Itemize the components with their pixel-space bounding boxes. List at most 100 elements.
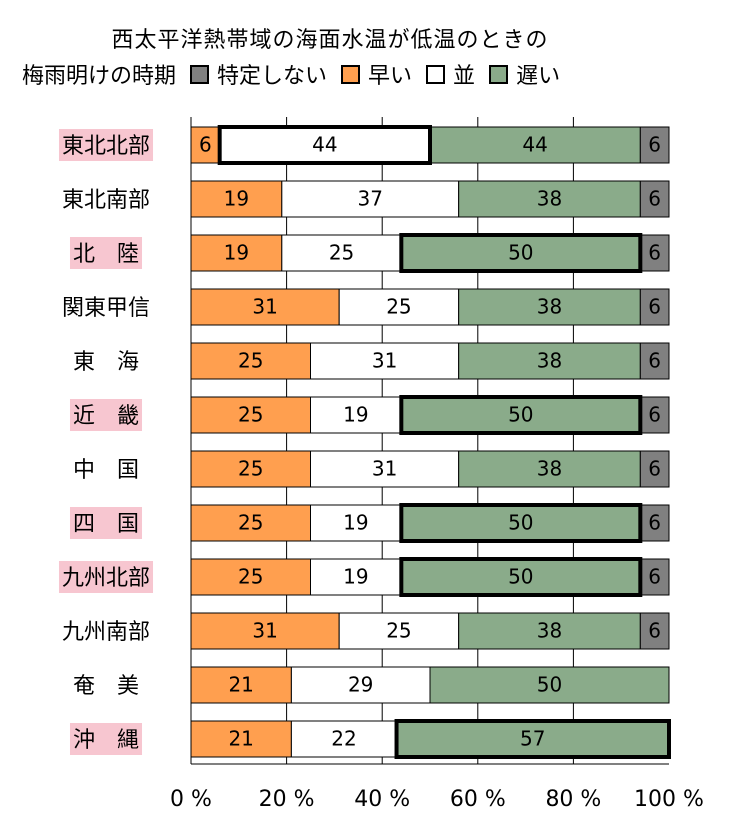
bar-value-label: 6 bbox=[648, 349, 661, 373]
x-tick-label: 100 % bbox=[634, 787, 704, 812]
bar-segment-early bbox=[190, 234, 283, 272]
bar-value-label: 6 bbox=[648, 241, 661, 265]
region-label: 近 畿 bbox=[73, 404, 139, 429]
bar-segment-normal bbox=[310, 558, 402, 596]
emphasized-segment-outline bbox=[399, 233, 643, 273]
bar-value-label: 6 bbox=[648, 295, 661, 319]
region-label: 沖 縄 bbox=[73, 728, 139, 753]
legend-swatch-early bbox=[341, 64, 361, 84]
region-label: 北 陸 bbox=[73, 242, 139, 267]
bar-value-label: 6 bbox=[648, 133, 661, 157]
region-label: 関東甲信 bbox=[62, 296, 150, 321]
bar-segment-normal bbox=[338, 288, 460, 326]
x-tick-label: 0 % bbox=[170, 787, 212, 812]
bar-value-label: 6 bbox=[648, 403, 661, 427]
region-label-highlight bbox=[58, 129, 154, 161]
bar-value-label: 50 bbox=[508, 511, 533, 535]
bar-value-label: 6 bbox=[648, 187, 661, 211]
bar-segment-early bbox=[190, 558, 311, 596]
bar-segment-normal bbox=[290, 666, 431, 704]
x-tick-label: 60 % bbox=[450, 787, 506, 812]
bar-value-label: 19 bbox=[343, 511, 368, 535]
legend-item-late: 遅い bbox=[489, 58, 560, 90]
legend-item-unspecified: 特定しない bbox=[190, 58, 327, 90]
bar-value-label: 38 bbox=[537, 187, 562, 211]
bar-segment-unspecified bbox=[639, 396, 670, 434]
bar-value-label: 38 bbox=[537, 457, 562, 481]
bar-value-label: 38 bbox=[537, 619, 562, 643]
bar-value-label: 25 bbox=[386, 295, 411, 319]
bar-value-label: 25 bbox=[238, 511, 263, 535]
bar-segment-unspecified bbox=[639, 126, 670, 164]
region-label: 東北南部 bbox=[62, 188, 150, 213]
bar-value-label: 31 bbox=[372, 457, 397, 481]
bar-segment-normal bbox=[338, 612, 460, 650]
emphasized-segment-outline bbox=[394, 719, 671, 759]
legend-item-normal: 並 bbox=[426, 58, 475, 90]
legend-label-unspecified: 特定しない bbox=[217, 64, 328, 89]
region-label: 東 海 bbox=[73, 350, 139, 375]
bar-value-label: 19 bbox=[224, 187, 249, 211]
bar-value-label: 57 bbox=[520, 727, 545, 751]
bar-segment-unspecified bbox=[639, 342, 670, 380]
bar-value-label: 6 bbox=[648, 619, 661, 643]
legend-swatch-normal bbox=[426, 64, 446, 84]
bar-segment-late bbox=[458, 180, 641, 218]
bar-value-label: 31 bbox=[252, 619, 277, 643]
region-label-highlight bbox=[69, 507, 143, 539]
bar-value-label: 6 bbox=[199, 133, 212, 157]
region-label-highlight bbox=[69, 723, 143, 755]
bar-segment-normal bbox=[290, 720, 398, 758]
legend-label-normal: 並 bbox=[453, 64, 476, 89]
bar-value-label: 25 bbox=[238, 403, 263, 427]
bar-segment-normal bbox=[310, 396, 402, 434]
legend-swatch-unspecified bbox=[190, 64, 210, 84]
bar-segment-early bbox=[190, 504, 311, 542]
bar-segment-late bbox=[400, 504, 641, 542]
bar-value-label: 21 bbox=[228, 727, 253, 751]
region-label: 奄 美 bbox=[73, 674, 139, 699]
bar-value-label: 19 bbox=[224, 241, 249, 265]
bar-value-label: 29 bbox=[348, 673, 373, 697]
region-label-highlight bbox=[58, 561, 154, 593]
chart-title-line2: 梅雨明けの時期 bbox=[22, 64, 177, 89]
bar-value-label: 37 bbox=[358, 187, 383, 211]
bar-value-label: 25 bbox=[386, 619, 411, 643]
legend-swatch-late bbox=[489, 64, 509, 84]
bar-segment-normal bbox=[310, 342, 460, 380]
bar-value-label: 50 bbox=[537, 673, 562, 697]
bar-value-label: 44 bbox=[522, 133, 547, 157]
region-label: 九州北部 bbox=[62, 566, 150, 591]
bar-segment-normal bbox=[281, 180, 460, 218]
legend-item-early: 早い bbox=[341, 58, 412, 90]
bar-segment-early bbox=[190, 450, 311, 488]
region-label: 四 国 bbox=[73, 512, 139, 537]
bar-segment-late bbox=[458, 288, 641, 326]
region-label: 九州南部 bbox=[62, 620, 150, 645]
emphasized-segment-outline bbox=[399, 557, 643, 597]
bar-segment-unspecified bbox=[639, 612, 670, 650]
bar-segment-unspecified bbox=[639, 180, 670, 218]
bar-segment-early bbox=[190, 126, 221, 164]
region-label: 中 国 bbox=[73, 458, 139, 483]
bar-segment-early bbox=[190, 720, 292, 758]
bar-value-label: 31 bbox=[372, 349, 397, 373]
bar-value-label: 38 bbox=[537, 295, 562, 319]
bar-value-label: 31 bbox=[252, 295, 277, 319]
bar-value-label: 19 bbox=[343, 403, 368, 427]
region-label-highlight bbox=[69, 399, 143, 431]
bar-segment-unspecified bbox=[639, 450, 670, 488]
bar-segment-early bbox=[190, 288, 340, 326]
bar-segment-early bbox=[190, 666, 292, 704]
x-tick-label: 80 % bbox=[545, 787, 601, 812]
bar-segment-normal bbox=[281, 234, 402, 272]
emphasized-segment-outline bbox=[217, 125, 432, 165]
emphasized-segment-outline bbox=[399, 503, 643, 543]
bar-segment-late bbox=[400, 558, 641, 596]
bar-value-label: 22 bbox=[331, 727, 356, 751]
bar-segment-unspecified bbox=[639, 288, 670, 326]
bar-value-label: 50 bbox=[508, 241, 533, 265]
bar-value-label: 6 bbox=[648, 511, 661, 535]
bar-segment-late bbox=[458, 342, 641, 380]
